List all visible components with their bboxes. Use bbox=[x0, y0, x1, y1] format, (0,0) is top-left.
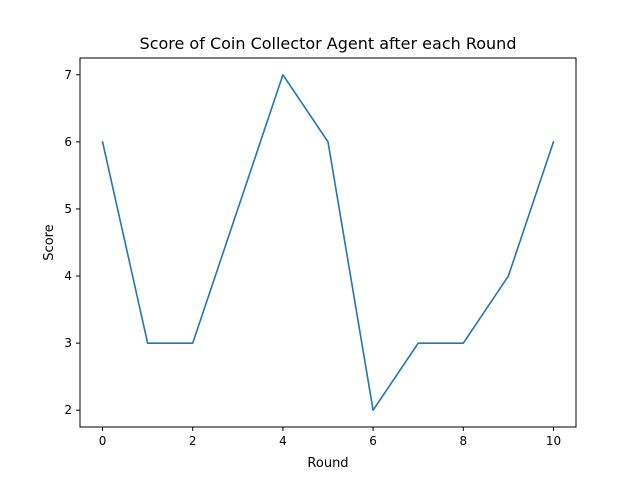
series-line bbox=[101, 73, 555, 412]
x-tick-label: 8 bbox=[459, 434, 467, 448]
y-tick-label: 7 bbox=[64, 68, 72, 82]
y-tick-label: 2 bbox=[64, 403, 72, 417]
chart-title: Score of Coin Collector Agent after each… bbox=[140, 34, 517, 53]
y-tick-label: 5 bbox=[64, 202, 72, 216]
plot-area bbox=[79, 57, 577, 428]
x-tick-label: 2 bbox=[189, 434, 197, 448]
x-tick-label: 0 bbox=[99, 434, 107, 448]
series-layer bbox=[101, 73, 555, 412]
x-axis-label: Round bbox=[307, 456, 348, 471]
y-tick-label: 4 bbox=[64, 269, 72, 283]
y-tick-label: 6 bbox=[64, 135, 72, 149]
y-axis: 2 3 4 5 6 7 bbox=[64, 68, 80, 417]
x-tick-label: 4 bbox=[279, 434, 287, 448]
y-tick-label: 3 bbox=[64, 336, 72, 350]
x-tick-label: 10 bbox=[546, 434, 561, 448]
y-axis-label: Score bbox=[42, 224, 57, 260]
x-tick-label: 6 bbox=[369, 434, 377, 448]
x-axis: 0 2 4 6 8 10 bbox=[99, 427, 561, 448]
